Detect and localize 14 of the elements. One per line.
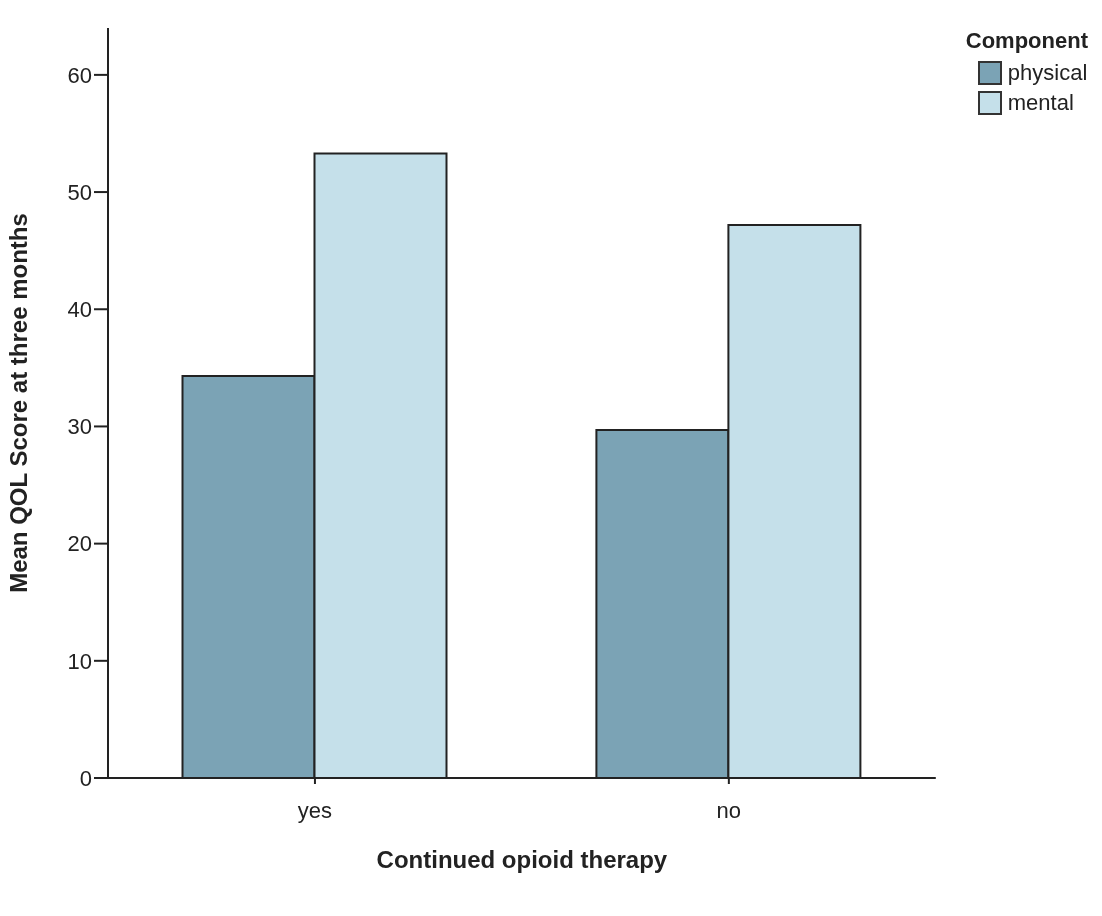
y-tick-label: 0	[79, 765, 92, 791]
legend-label: physical	[1006, 60, 1088, 86]
x-tick-label: yes	[297, 797, 333, 823]
x-tick-label: no	[716, 797, 742, 823]
y-tick-label: 20	[67, 531, 92, 557]
y-tick-label: 30	[67, 414, 92, 440]
x-axis-title: Continued opioid therapy	[376, 846, 668, 873]
y-tick-label: 10	[67, 648, 92, 674]
y-tick-label: 60	[67, 62, 92, 88]
y-axis-title: Mean QOL Score at three months	[4, 213, 32, 593]
legend-label: mental	[1006, 90, 1075, 116]
y-tick-label: 50	[67, 179, 92, 205]
legend-title: Component	[965, 28, 1088, 54]
y-tick-label: 40	[67, 297, 92, 323]
